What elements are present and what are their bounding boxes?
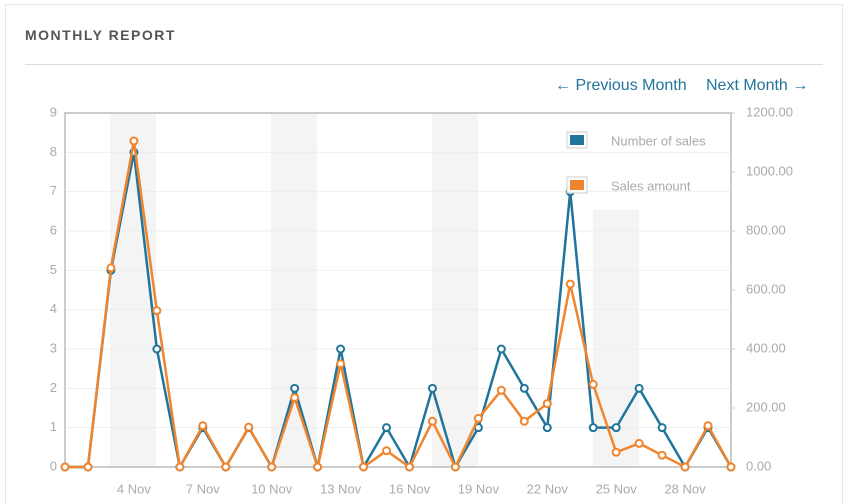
data-point — [336, 344, 346, 354]
y-tick-label: 2 — [50, 380, 57, 395]
legend-swatch-color — [570, 180, 584, 190]
data-point — [290, 393, 300, 403]
previous-month-link[interactable]: ← Previous Month — [555, 77, 687, 94]
data-point — [611, 423, 621, 433]
data-point — [198, 421, 208, 431]
data-point — [175, 462, 185, 472]
data-point — [244, 422, 254, 432]
y-tick-label: 8 — [50, 144, 57, 159]
weekend-band — [271, 113, 317, 467]
legend-label: Sales amount — [611, 178, 691, 193]
data-point — [565, 279, 575, 289]
data-point — [473, 413, 483, 423]
data-point — [106, 263, 116, 273]
y2-tick-label: 1000.00 — [746, 163, 793, 178]
card — [5, 4, 843, 504]
data-point — [382, 423, 392, 433]
data-point — [221, 462, 231, 472]
data-point — [657, 423, 667, 433]
y-tick-label: 5 — [50, 262, 57, 277]
data-point — [726, 462, 736, 472]
x-tick-label: 25 Nov — [596, 481, 638, 496]
data-point — [152, 306, 162, 316]
x-tick-label: 7 Nov — [186, 481, 220, 496]
data-point — [382, 446, 392, 456]
data-point — [657, 450, 667, 460]
data-point — [427, 383, 437, 393]
data-point — [542, 399, 552, 409]
legend-swatch-color — [570, 135, 584, 145]
next-month-link[interactable]: Next Month → — [706, 77, 809, 94]
y2-tick-label: 200.00 — [746, 399, 786, 414]
y2-tick-label: 1200.00 — [746, 104, 793, 119]
y2-tick-label: 800.00 — [746, 222, 786, 237]
data-point — [290, 383, 300, 393]
data-point — [496, 385, 506, 395]
y-tick-label: 6 — [50, 222, 57, 237]
y-tick-label: 7 — [50, 183, 57, 198]
y-tick-label: 0 — [50, 458, 57, 473]
x-tick-label: 13 Nov — [320, 481, 362, 496]
data-point — [703, 421, 713, 431]
y-tick-label: 4 — [50, 301, 57, 316]
x-tick-label: 28 Nov — [664, 481, 706, 496]
y2-tick-label: 400.00 — [746, 340, 786, 355]
data-point — [129, 136, 139, 146]
data-point — [588, 423, 598, 433]
data-point — [404, 462, 414, 472]
plot-frame — [64, 112, 732, 468]
data-point — [496, 344, 506, 354]
data-point — [83, 462, 93, 472]
y-tick-label: 3 — [50, 340, 57, 355]
data-point — [519, 416, 529, 426]
x-tick-label: 22 Nov — [527, 481, 569, 496]
x-tick-label: 19 Nov — [458, 481, 500, 496]
data-point — [680, 462, 690, 472]
data-point — [542, 423, 552, 433]
x-tick-label: 4 Nov — [117, 481, 151, 496]
x-tick-label: 10 Nov — [251, 481, 293, 496]
y-tick-label: 9 — [50, 104, 57, 119]
weekend-band — [432, 113, 478, 467]
report-title: MONTHLY REPORT — [25, 27, 176, 43]
legend-label: Number of sales — [611, 133, 706, 148]
data-point — [519, 383, 529, 393]
data-point — [450, 462, 460, 472]
data-point — [152, 344, 162, 354]
data-point — [267, 462, 277, 472]
data-point — [611, 447, 621, 457]
data-point — [359, 462, 369, 472]
y2-tick-label: 600.00 — [746, 281, 786, 296]
divider — [25, 64, 823, 65]
data-point — [336, 359, 346, 369]
data-point — [634, 383, 644, 393]
weekend-band — [110, 113, 156, 467]
data-point — [60, 462, 70, 472]
data-point — [634, 438, 644, 448]
data-point — [588, 379, 598, 389]
y-tick-label: 1 — [50, 419, 57, 434]
y2-tick-label: 0.00 — [746, 458, 771, 473]
data-point — [427, 416, 437, 426]
x-tick-label: 16 Nov — [389, 481, 431, 496]
data-point — [313, 462, 323, 472]
